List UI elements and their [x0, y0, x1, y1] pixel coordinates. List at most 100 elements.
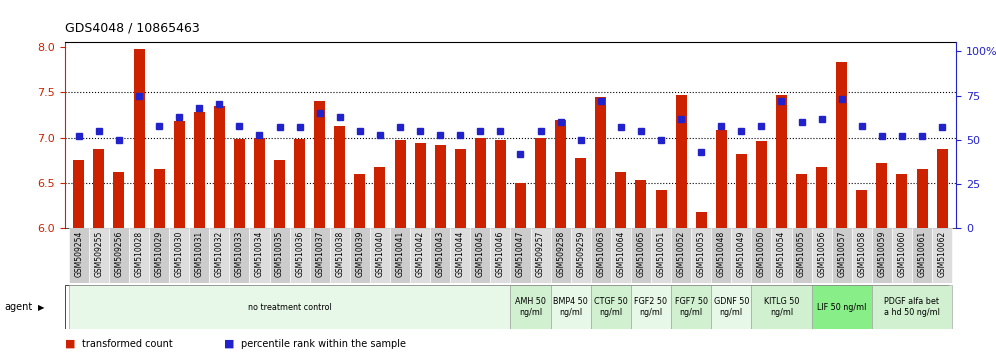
Text: GSM510041: GSM510041	[395, 230, 404, 277]
Bar	[495, 141, 506, 228]
Bar	[872, 228, 891, 283]
Text: GSM510045: GSM510045	[476, 230, 485, 277]
Bar	[94, 149, 105, 228]
Bar	[109, 228, 129, 283]
Text: GSM510029: GSM510029	[154, 230, 163, 277]
Bar	[249, 228, 270, 283]
Bar	[274, 160, 285, 228]
Bar	[776, 95, 787, 228]
Bar	[551, 228, 571, 283]
Text: no treatment control: no treatment control	[248, 303, 332, 312]
Text: FGF2 50
ng/ml: FGF2 50 ng/ml	[634, 297, 667, 317]
Bar	[591, 285, 630, 329]
Text: GSM510048: GSM510048	[717, 230, 726, 277]
Bar	[510, 285, 551, 329]
Bar	[812, 228, 832, 283]
Bar	[455, 149, 466, 228]
Bar	[390, 228, 410, 283]
Bar	[655, 190, 666, 228]
Bar	[189, 228, 209, 283]
Text: GSM509259: GSM509259	[577, 230, 586, 277]
Bar	[816, 167, 827, 228]
Text: GSM509255: GSM509255	[95, 230, 104, 277]
Bar	[510, 228, 531, 283]
Text: GSM510064: GSM510064	[617, 230, 625, 277]
Text: GDS4048 / 10865463: GDS4048 / 10865463	[65, 21, 199, 34]
Bar	[470, 228, 490, 283]
Bar	[335, 126, 346, 228]
Bar	[374, 167, 385, 228]
Text: GSM510056: GSM510056	[817, 230, 826, 277]
Bar	[209, 228, 229, 283]
Bar	[149, 228, 169, 283]
Text: agent: agent	[4, 302, 32, 312]
Text: percentile rank within the sample: percentile rank within the sample	[241, 339, 406, 349]
Text: GSM510033: GSM510033	[235, 230, 244, 277]
Text: FGF7 50
ng/ml: FGF7 50 ng/ml	[674, 297, 707, 317]
Text: GSM510032: GSM510032	[215, 230, 224, 277]
Bar	[736, 154, 747, 228]
Bar	[310, 228, 330, 283]
Text: GSM510050: GSM510050	[757, 230, 766, 277]
Bar	[812, 285, 872, 329]
Bar	[756, 141, 767, 228]
Text: GSM510059: GSM510059	[877, 230, 886, 277]
Text: GSM510037: GSM510037	[315, 230, 325, 277]
Text: GSM510030: GSM510030	[174, 230, 183, 277]
Bar	[129, 228, 149, 283]
Bar	[531, 228, 551, 283]
Text: GSM510057: GSM510057	[838, 230, 847, 277]
Text: GSM510049: GSM510049	[737, 230, 746, 277]
Bar	[837, 62, 848, 228]
Text: GSM510047: GSM510047	[516, 230, 525, 277]
Text: GSM510028: GSM510028	[134, 230, 143, 276]
Text: GSM509254: GSM509254	[75, 230, 84, 277]
Text: GSM510039: GSM510039	[356, 230, 365, 277]
Text: LIF 50 ng/ml: LIF 50 ng/ml	[817, 303, 867, 312]
Bar	[434, 145, 445, 228]
Bar	[490, 228, 510, 283]
Bar	[691, 228, 711, 283]
Text: ■: ■	[65, 339, 76, 349]
Text: GSM510040: GSM510040	[375, 230, 384, 277]
Bar	[314, 101, 326, 228]
Bar	[711, 285, 751, 329]
Bar	[229, 228, 249, 283]
Bar	[89, 228, 109, 283]
Bar	[751, 285, 812, 329]
Text: ▶: ▶	[38, 303, 45, 312]
Text: CTGF 50
ng/ml: CTGF 50 ng/ml	[594, 297, 627, 317]
Text: GSM510046: GSM510046	[496, 230, 505, 277]
Text: PDGF alfa bet
a hd 50 ng/ml: PDGF alfa bet a hd 50 ng/ml	[884, 297, 940, 317]
Bar	[731, 228, 751, 283]
Bar	[450, 228, 470, 283]
Text: GSM510055: GSM510055	[797, 230, 806, 277]
Bar	[932, 228, 952, 283]
Text: GSM510052: GSM510052	[676, 230, 685, 277]
Bar	[555, 120, 566, 228]
Bar	[576, 158, 587, 228]
Text: GDNF 50
ng/ml: GDNF 50 ng/ml	[713, 297, 749, 317]
Text: GSM510031: GSM510031	[195, 230, 204, 277]
Bar	[350, 228, 370, 283]
Bar	[651, 228, 671, 283]
Bar	[891, 228, 912, 283]
Bar	[695, 212, 707, 228]
Bar	[214, 106, 225, 228]
Bar	[630, 285, 671, 329]
Bar	[69, 228, 89, 283]
Bar	[711, 228, 731, 283]
Bar	[611, 228, 630, 283]
Text: ■: ■	[224, 339, 235, 349]
Bar	[475, 138, 486, 228]
Text: transformed count: transformed count	[82, 339, 172, 349]
Text: KITLG 50
ng/ml: KITLG 50 ng/ml	[764, 297, 799, 317]
Bar	[133, 49, 144, 228]
Text: GSM510036: GSM510036	[295, 230, 304, 277]
Bar	[591, 228, 611, 283]
Bar	[635, 180, 646, 228]
Text: GSM510042: GSM510042	[415, 230, 424, 277]
Bar	[792, 228, 812, 283]
Bar	[716, 130, 727, 228]
Text: GSM509257: GSM509257	[536, 230, 545, 277]
